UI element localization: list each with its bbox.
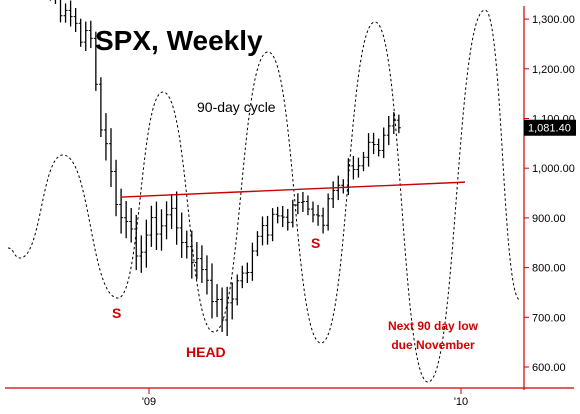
- price-bar: [280, 205, 285, 228]
- price-bar: [285, 208, 290, 231]
- price-bar: [396, 114, 401, 134]
- price-bar: [149, 205, 154, 247]
- price-bar: [59, 0, 63, 23]
- price-bar: [311, 201, 315, 223]
- price-bar: [154, 201, 159, 250]
- y-tick-label: 1,000.00: [532, 163, 575, 175]
- price-bar: [189, 230, 194, 279]
- price-bar: [240, 265, 245, 289]
- neckline: [121, 181, 466, 198]
- price-bar: [356, 157, 361, 178]
- price-bar: [235, 274, 240, 306]
- price-bar: [88, 20, 93, 49]
- forecast-note-line2: due November: [391, 338, 475, 352]
- price-bar: [265, 215, 270, 245]
- price-bar: [295, 193, 300, 215]
- y-tick-label: 1,300.00: [532, 14, 575, 26]
- price-bar: [371, 132, 376, 155]
- price-bar: [179, 212, 184, 258]
- forecast-note-line1: Next 90 day low: [388, 319, 479, 333]
- price-bar: [326, 193, 331, 231]
- price-bar: [78, 18, 83, 47]
- price-bar: [381, 127, 386, 159]
- price-bar: [124, 201, 129, 239]
- cycle-curve: [7, 9, 521, 383]
- price-bar: [230, 282, 235, 320]
- x-tick-label: '10: [454, 396, 468, 408]
- head-label: HEAD: [186, 344, 226, 360]
- left-shoulder-label: S: [112, 305, 121, 321]
- price-bar: [220, 287, 225, 332]
- last-price-value: 1,081.40: [528, 123, 571, 135]
- price-bar: [366, 133, 371, 167]
- price-bar: [174, 191, 179, 245]
- chart-title: SPX, Weekly: [95, 25, 263, 56]
- price-bar: [290, 199, 295, 228]
- price-bar: [129, 207, 134, 243]
- price-bar: [73, 7, 78, 32]
- last-price-badge-bg: [524, 119, 576, 136]
- price-bar: [139, 235, 144, 273]
- price-bar: [63, 3, 68, 23]
- price-bar: [255, 231, 260, 257]
- price-bar: [300, 191, 305, 212]
- cycle-label: 90-day cycle: [197, 99, 276, 115]
- price-bar: [305, 195, 310, 216]
- y-tick-label: 600.00: [532, 362, 566, 374]
- price-bar: [98, 77, 103, 138]
- price-bar: [103, 113, 108, 161]
- y-tick-label: 900.00: [532, 213, 566, 225]
- price-bar: [215, 284, 220, 317]
- price-bar: [275, 206, 280, 224]
- price-bar: [361, 151, 366, 172]
- price-bar: [68, 0, 73, 27]
- price-bar: [351, 155, 356, 180]
- price-bar: [331, 181, 336, 208]
- price-bar: [225, 286, 230, 337]
- price-bar: [194, 242, 199, 280]
- price-bar: [376, 138, 381, 157]
- y-tick-label: 700.00: [532, 312, 566, 324]
- price-bar: [250, 242, 255, 281]
- price-bar: [169, 194, 174, 229]
- cycle-path: [7, 9, 521, 383]
- price-bar: [260, 216, 265, 246]
- price-bar: [164, 201, 169, 240]
- price-bar: [144, 219, 149, 268]
- price-bar: [391, 112, 396, 134]
- price-bar: [245, 262, 250, 284]
- price-bar: [119, 188, 124, 234]
- price-bar: [93, 31, 98, 91]
- last-price-badge: 1,081.40: [524, 119, 576, 136]
- price-bar: [199, 245, 204, 283]
- y-tick-label: 1,200.00: [532, 64, 575, 76]
- price-bar: [321, 207, 326, 234]
- price-bar: [270, 208, 275, 242]
- y-tick-label: 800.00: [532, 263, 566, 275]
- price-bar: [159, 209, 164, 251]
- price-bar: [83, 21, 88, 52]
- price-bar: [316, 204, 321, 226]
- price-bar: [204, 255, 209, 295]
- price-bar: [184, 230, 189, 259]
- price-bars: [49, 0, 401, 337]
- price-bar: [210, 263, 214, 319]
- right-shoulder-label: S: [311, 235, 320, 251]
- x-axis: '09 '10: [142, 388, 468, 408]
- price-bar: [109, 128, 113, 188]
- price-bar: [134, 214, 139, 271]
- price-bar: [386, 115, 391, 146]
- neckline-line: [121, 181, 466, 198]
- x-tick-label: '09: [142, 396, 156, 408]
- price-bar: [114, 159, 119, 217]
